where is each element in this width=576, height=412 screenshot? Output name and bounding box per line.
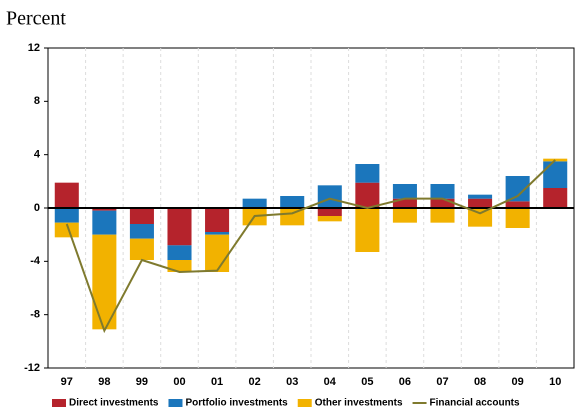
- bar: [505, 201, 530, 208]
- bar: [242, 198, 267, 208]
- bar: [430, 198, 455, 208]
- bar: [92, 208, 117, 211]
- bar: [392, 184, 417, 199]
- x-tick-label: 05: [361, 376, 373, 388]
- bar: [92, 210, 117, 235]
- y-tick-label: -8: [30, 309, 40, 321]
- bar: [505, 208, 530, 228]
- x-tick-label: 01: [211, 376, 223, 388]
- x-tick-label: 06: [399, 376, 411, 388]
- bar: [355, 182, 380, 208]
- y-tick-label: 8: [34, 95, 40, 107]
- bar: [543, 188, 568, 208]
- bar: [392, 208, 417, 223]
- y-tick-label: 0: [34, 202, 40, 214]
- bar: [392, 198, 417, 208]
- bar: [54, 222, 79, 238]
- legend-label: Direct investments: [69, 398, 159, 409]
- bar: [543, 161, 568, 188]
- x-tick-label: 02: [249, 376, 261, 388]
- bar: [129, 224, 154, 239]
- bar: [317, 208, 342, 216]
- x-tick-label: 99: [136, 376, 148, 388]
- x-tick-label: 09: [512, 376, 524, 388]
- y-tick-label: 4: [34, 149, 41, 161]
- bar: [54, 182, 79, 208]
- bar: [280, 196, 305, 208]
- y-tick-label: -12: [24, 362, 40, 374]
- y-tick-label: 12: [28, 42, 40, 54]
- legend-label: Portfolio investments: [185, 398, 288, 409]
- bar: [129, 208, 154, 224]
- bar: [205, 208, 230, 232]
- bar: [430, 184, 455, 199]
- bar: [317, 216, 342, 222]
- x-tick-label: 07: [436, 376, 448, 388]
- x-tick-label: 03: [286, 376, 298, 388]
- bar: [317, 185, 342, 208]
- bar: [355, 208, 380, 252]
- legend-label: Financial accounts: [430, 398, 520, 409]
- bar: [129, 238, 154, 260]
- x-tick-label: 98: [98, 376, 110, 388]
- x-tick-label: 08: [474, 376, 486, 388]
- bar: [468, 198, 493, 208]
- x-tick-label: 10: [549, 376, 561, 388]
- legend-swatch: [52, 399, 66, 407]
- bar: [167, 260, 192, 272]
- legend-label: Other investments: [315, 398, 403, 409]
- x-tick-label: 04: [324, 376, 337, 388]
- bar: [54, 208, 79, 223]
- legend-swatch: [297, 399, 312, 407]
- chart-title: Percent: [6, 8, 66, 30]
- bar: [167, 208, 192, 246]
- legend-swatch: [168, 399, 183, 407]
- bar: [355, 164, 380, 183]
- y-tick-label: -4: [30, 255, 41, 267]
- bar: [280, 208, 305, 226]
- line: [65, 159, 556, 334]
- bar: [205, 232, 230, 235]
- bar: [205, 234, 230, 272]
- x-tick-label: 97: [61, 376, 73, 388]
- bar: [468, 194, 493, 199]
- bar: [468, 208, 493, 227]
- bar: [430, 208, 455, 223]
- x-tick-label: 00: [173, 376, 185, 388]
- bar: [167, 245, 192, 260]
